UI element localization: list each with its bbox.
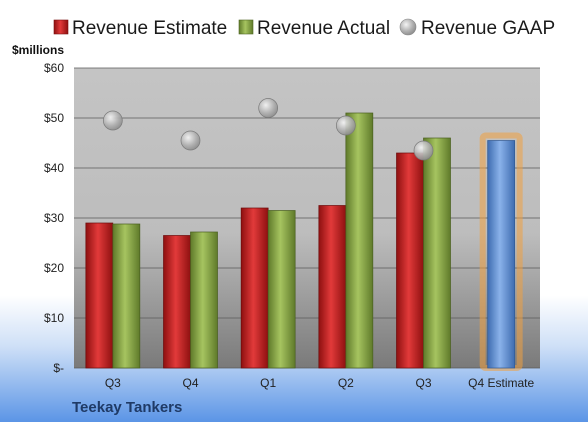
y-tick-label: $30	[44, 211, 64, 225]
point-revenue-gaap	[413, 140, 434, 161]
y-tick-label: $10	[44, 311, 64, 325]
bars	[85, 112, 523, 371]
bar-revenue-actual	[423, 137, 451, 369]
bar-revenue-estimate	[240, 207, 269, 369]
bar-revenue-actual	[345, 112, 374, 369]
legend-swatch-actual	[238, 19, 254, 35]
bar-revenue-estimate	[396, 152, 424, 369]
x-tick-label: Q4 Estimate	[468, 376, 534, 390]
company-name: Teekay Tankers	[72, 399, 182, 416]
legend: Revenue Estimate Revenue Actual Revenue …	[53, 18, 555, 39]
x-tick-label: Q3	[415, 376, 431, 390]
point-revenue-gaap	[335, 115, 356, 136]
bar-revenue-estimate-highlight	[487, 140, 516, 369]
y-tick-label: $60	[44, 61, 64, 75]
x-tick-label: Q3	[105, 376, 121, 390]
bar-revenue-actual	[267, 210, 296, 369]
y-axis-unit-label: $millions	[12, 43, 64, 57]
y-axis-ticks: $- $10 $20 $30 $40 $50 $60	[44, 61, 64, 375]
bar-revenue-estimate	[318, 205, 347, 369]
legend-label-estimate: Revenue Estimate	[72, 18, 227, 39]
bar-revenue-actual	[112, 223, 141, 369]
legend-swatch-estimate	[53, 19, 69, 35]
x-tick-label: Q2	[338, 376, 354, 390]
legend-swatch-gaap	[399, 18, 417, 36]
y-tick-label: $20	[44, 261, 64, 275]
legend-label-gaap: Revenue GAAP	[421, 18, 555, 39]
point-revenue-gaap	[258, 98, 279, 118]
gridlines	[74, 67, 540, 369]
y-tick-label: $-	[53, 361, 64, 375]
point-revenue-gaap	[180, 130, 201, 151]
bar-revenue-estimate	[85, 222, 114, 369]
x-tick-label: Q4	[182, 376, 198, 390]
bar-revenue-actual	[190, 231, 218, 369]
x-axis-ticks: Q3 Q4 Q1 Q2 Q3 Q4 Estimate	[105, 376, 535, 390]
y-tick-label: $40	[44, 161, 64, 175]
legend-label-actual: Revenue Actual	[257, 18, 390, 39]
bar-revenue-estimate	[163, 235, 191, 369]
gaap-points	[102, 98, 434, 161]
y-tick-label: $50	[44, 111, 64, 125]
x-tick-label: Q1	[260, 376, 276, 390]
point-revenue-gaap	[102, 110, 123, 131]
